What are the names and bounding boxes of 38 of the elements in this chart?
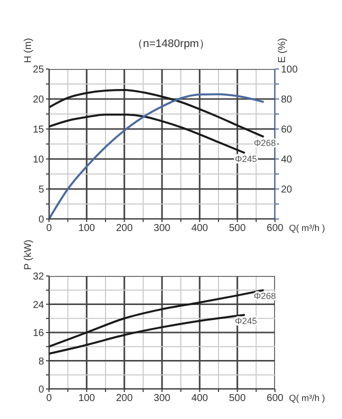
y-tick-label: 0 xyxy=(38,384,44,396)
y-tick-label: 16 xyxy=(32,328,44,340)
y-axis-title: P (kW) xyxy=(23,240,34,270)
y-tick-label: 24 xyxy=(32,300,44,311)
y2-tick-label: 80 xyxy=(281,94,293,106)
x-axis-title: Q( m³/h ) xyxy=(289,223,325,233)
x-tick-label: 300 xyxy=(154,393,171,404)
y-tick-label: 10 xyxy=(32,154,44,166)
x-tick-label: 0 xyxy=(46,223,52,234)
y-tick-label: 32 xyxy=(32,272,44,283)
x-tick-label: 500 xyxy=(228,393,246,404)
y-tick-label: 15 xyxy=(32,124,44,136)
y-tick-label: 8 xyxy=(38,356,44,368)
y-tick-label: 0 xyxy=(38,214,44,226)
x-tick-label: 500 xyxy=(228,223,246,234)
x-tick-label: 200 xyxy=(116,223,134,234)
x-tick-label: 600 xyxy=(266,393,284,404)
x-axis-title: Q( m³/h ) xyxy=(289,393,325,403)
x-tick-label: 100 xyxy=(78,393,96,404)
x-tick-label: 200 xyxy=(116,393,134,404)
x-tick-label: 600 xyxy=(266,223,284,234)
line-series xyxy=(49,89,265,138)
x-tick-label: 0 xyxy=(46,393,52,404)
x-tick-label: 100 xyxy=(78,223,96,234)
y2-tick-label: 60 xyxy=(281,124,293,136)
y2-tick-label: 100 xyxy=(281,64,298,76)
x-tick-label: 400 xyxy=(191,393,208,404)
y2-tick-label: 20 xyxy=(281,184,293,196)
y-tick-label: 20 xyxy=(32,94,44,106)
x-tick-label: 300 xyxy=(154,223,171,234)
y2-axis-title: E (%) xyxy=(277,38,288,63)
chart-title: （n=1480rpm） xyxy=(132,38,210,50)
line-series xyxy=(49,114,246,154)
y-tick-label: 25 xyxy=(32,64,44,76)
y-tick-label: 5 xyxy=(38,184,44,196)
y2-tick-label: 40 xyxy=(281,154,293,166)
x-tick-label: 400 xyxy=(191,223,208,234)
y-axis-title: H (m) xyxy=(23,38,34,63)
